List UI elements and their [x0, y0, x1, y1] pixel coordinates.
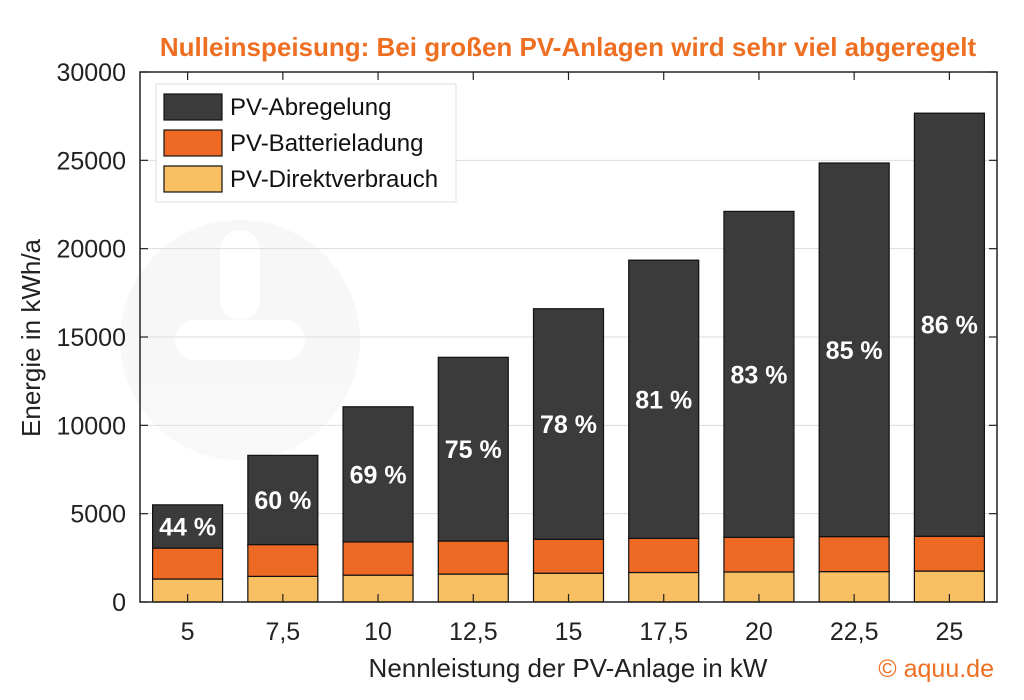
- x-tick-label: 5: [181, 618, 195, 646]
- x-tick-label: 22,5: [830, 618, 879, 646]
- y-axis-ticks: 0 5000 10000 15000 20000 25000 30000: [56, 59, 997, 617]
- bar-pv-batterieladung: [913, 535, 985, 572]
- legend: PV-Abregelung PV-Batterieladung PV-Direktv…: [155, 83, 457, 203]
- bar-pv-batterieladung: [247, 543, 319, 577]
- bar-percentage-label: 60 %: [254, 487, 311, 515]
- bar-pv-abregelung: [437, 356, 509, 542]
- x-tick-label: 7,5: [265, 618, 300, 646]
- bar-percentage-label: 86 %: [921, 312, 978, 340]
- bar-pv-abregelung: [628, 259, 700, 539]
- legend-swatch: [163, 93, 223, 121]
- y-tick-label: 20000: [56, 236, 126, 264]
- legend-swatch: [163, 129, 223, 157]
- bar-percentage-label: 81 %: [635, 386, 692, 414]
- legend-label: PV-Direktverbrauch: [230, 166, 438, 193]
- y-axis-label: Energie in kWh/a: [16, 238, 46, 437]
- bar-pv-batterieladung: [818, 536, 890, 573]
- bar-percentage-label: 85 %: [826, 337, 883, 365]
- x-tick-label: 15: [555, 618, 583, 646]
- bar-pv-abregelung: [532, 308, 605, 540]
- watermark-logo: [120, 220, 360, 460]
- bar-percentage-label: 69 %: [350, 461, 407, 489]
- bar-pv-direktverbrauch: [913, 570, 985, 603]
- bar-percentage-label: 44 %: [159, 513, 216, 541]
- bar-percentage-label: 75 %: [445, 436, 502, 464]
- y-tick-label: 25000: [56, 147, 126, 175]
- x-tick-label: 25: [935, 618, 963, 646]
- bar-pv-abregelung: [818, 162, 890, 538]
- bar-pv-batterieladung: [342, 541, 414, 576]
- bar-labels: 44 % 60 % 69 % 75 % 78 % 81 % 83 % 85 % 86 %: [159, 312, 978, 542]
- bar-pv-batterieladung: [152, 547, 224, 580]
- bar-pv-abregelung: [247, 454, 319, 546]
- bar-percentage-label: 78 %: [540, 411, 597, 439]
- bar-pv-abregelung: [152, 504, 224, 549]
- x-axis-label: Nennleistung der PV-Anlage in kW: [369, 653, 768, 683]
- y-tick-label: 30000: [56, 59, 126, 87]
- y-tick-label: 5000: [70, 501, 126, 529]
- legend-label: PV-Abregelung: [230, 94, 391, 121]
- bar-pv-abregelung: [913, 112, 985, 537]
- x-tick-label: 12,5: [449, 618, 498, 646]
- bar-pv-batterieladung: [437, 540, 509, 575]
- bar-pv-abregelung: [342, 406, 414, 543]
- bar-percentage-label: 83 %: [730, 361, 787, 389]
- bar-pv-batterieladung: [723, 536, 795, 573]
- credit: © aquu.de: [878, 655, 994, 683]
- bars: [152, 112, 985, 603]
- y-tick-label: 0: [112, 589, 126, 617]
- x-tick-label: 20: [745, 618, 773, 646]
- x-tick-label: 17,5: [639, 618, 688, 646]
- legend-label: PV-Batterieladung: [230, 130, 423, 157]
- x-tick-label: 10: [364, 618, 392, 646]
- y-tick-label: 15000: [56, 324, 126, 352]
- chart-title: Nulleinspeisung: Bei großen PV-Anlagen w…: [160, 32, 977, 62]
- bar-pv-batterieladung: [532, 538, 605, 574]
- bar-pv-batterieladung: [628, 537, 700, 574]
- y-tick-label: 10000: [56, 412, 126, 440]
- x-axis-ticks: 5 7,5 10 12,5 15 17,5 20 22,5 25: [181, 72, 963, 646]
- legend-swatch: [163, 165, 223, 193]
- bar-pv-abregelung: [723, 210, 795, 538]
